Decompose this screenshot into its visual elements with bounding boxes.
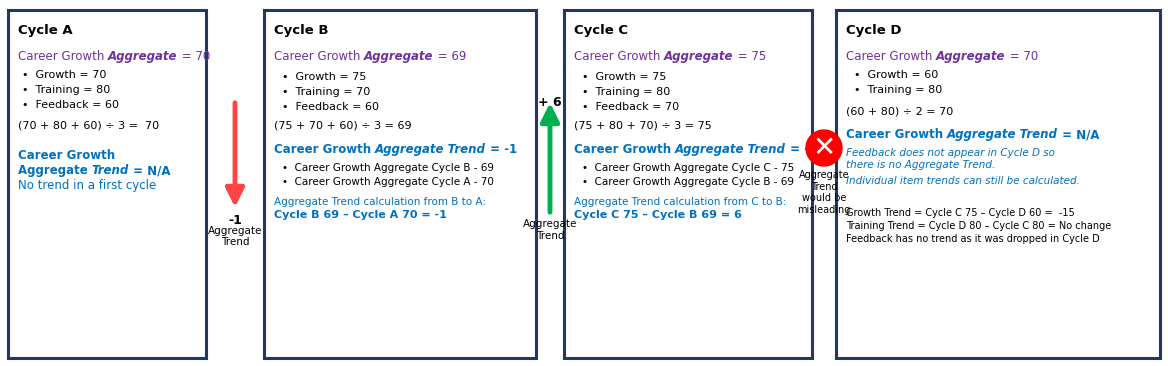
Text: •  Feedback = 60: • Feedback = 60 bbox=[22, 100, 119, 110]
Text: Cycle B 69 – Cycle A 70 = -1: Cycle B 69 – Cycle A 70 = -1 bbox=[274, 210, 447, 220]
Text: (75 + 70 + 60) ÷ 3 = 69: (75 + 70 + 60) ÷ 3 = 69 bbox=[274, 121, 411, 131]
Text: Aggregate Trend: Aggregate Trend bbox=[675, 143, 786, 156]
Text: = -1: = -1 bbox=[486, 143, 517, 156]
Text: •  Feedback = 70: • Feedback = 70 bbox=[582, 102, 679, 112]
Text: Feedback has no trend as it was dropped in Cycle D: Feedback has no trend as it was dropped … bbox=[846, 234, 1100, 244]
Text: Cycle D: Cycle D bbox=[846, 24, 902, 37]
Text: No trend in a first cycle: No trend in a first cycle bbox=[18, 179, 157, 192]
Text: Career Growth: Career Growth bbox=[573, 50, 665, 63]
Text: Career Growth: Career Growth bbox=[846, 128, 947, 141]
Text: + 6: + 6 bbox=[538, 96, 562, 109]
Text: Aggregate Trend: Aggregate Trend bbox=[375, 143, 486, 156]
Text: Career Growth: Career Growth bbox=[18, 149, 116, 162]
Text: Career Growth: Career Growth bbox=[573, 143, 675, 156]
Text: = -1: = -1 bbox=[786, 143, 818, 156]
Text: •  Training = 80: • Training = 80 bbox=[22, 85, 110, 95]
Text: •  Growth = 75: • Growth = 75 bbox=[281, 72, 367, 82]
Text: Career Growth: Career Growth bbox=[846, 50, 936, 63]
Text: •  Feedback = 60: • Feedback = 60 bbox=[281, 102, 378, 112]
Text: Feedback does not appear in Cycle D so
there is no Aggregate Trend.: Feedback does not appear in Cycle D so t… bbox=[846, 148, 1055, 169]
Text: •  Growth = 60: • Growth = 60 bbox=[854, 70, 938, 80]
Text: = N/A: = N/A bbox=[1058, 128, 1099, 141]
Text: Aggregate: Aggregate bbox=[208, 226, 262, 236]
Text: •  Growth = 70: • Growth = 70 bbox=[22, 70, 106, 80]
Text: = 75: = 75 bbox=[734, 50, 766, 63]
Text: Trend: Trend bbox=[221, 237, 249, 247]
Text: •  Growth = 75: • Growth = 75 bbox=[582, 72, 667, 82]
Text: = 69: = 69 bbox=[433, 50, 466, 63]
Text: Career Growth: Career Growth bbox=[18, 50, 109, 63]
Text: •  Career Growth Aggregate Cycle B - 69: • Career Growth Aggregate Cycle B - 69 bbox=[582, 177, 794, 187]
Text: Aggregate: Aggregate bbox=[18, 164, 92, 177]
Text: Individual item trends can still be calculated.: Individual item trends can still be calc… bbox=[846, 176, 1080, 186]
Text: Aggregate
Trend: Aggregate Trend bbox=[523, 219, 577, 240]
Text: (60 + 80) ÷ 2 = 70: (60 + 80) ÷ 2 = 70 bbox=[846, 106, 953, 116]
FancyBboxPatch shape bbox=[564, 10, 812, 358]
Text: Growth Trend = Cycle C 75 – Cycle D 60 =  -15: Growth Trend = Cycle C 75 – Cycle D 60 =… bbox=[846, 208, 1075, 218]
Text: Trend: Trend bbox=[92, 164, 130, 177]
Text: •  Career Growth Aggregate Cycle B - 69: • Career Growth Aggregate Cycle B - 69 bbox=[281, 163, 494, 173]
Text: Aggregate Trend calculation from B to A:: Aggregate Trend calculation from B to A: bbox=[274, 197, 486, 207]
Circle shape bbox=[806, 130, 842, 166]
Text: •  Career Growth Aggregate Cycle C - 75: • Career Growth Aggregate Cycle C - 75 bbox=[582, 163, 794, 173]
Text: Career Growth: Career Growth bbox=[274, 143, 375, 156]
FancyBboxPatch shape bbox=[836, 10, 1160, 358]
FancyBboxPatch shape bbox=[8, 10, 206, 358]
Text: Aggregate Trend calculation from C to B:: Aggregate Trend calculation from C to B: bbox=[573, 197, 786, 207]
Text: (70 + 80 + 60) ÷ 3 =  70: (70 + 80 + 60) ÷ 3 = 70 bbox=[18, 121, 159, 131]
Text: Cycle C: Cycle C bbox=[573, 24, 628, 37]
Text: Career Growth: Career Growth bbox=[274, 50, 364, 63]
Text: = 70: = 70 bbox=[178, 50, 210, 63]
Text: •  Training = 80: • Training = 80 bbox=[582, 87, 670, 97]
Text: Cycle B: Cycle B bbox=[274, 24, 328, 37]
Text: = N/A: = N/A bbox=[130, 164, 171, 177]
Text: Cycle C 75 – Cycle B 69 = 6: Cycle C 75 – Cycle B 69 = 6 bbox=[573, 210, 742, 220]
Text: -1: -1 bbox=[228, 214, 242, 227]
Text: •  Training = 80: • Training = 80 bbox=[854, 85, 943, 95]
Text: •  Career Growth Aggregate Cycle A - 70: • Career Growth Aggregate Cycle A - 70 bbox=[281, 177, 494, 187]
Text: Aggregate: Aggregate bbox=[665, 50, 734, 63]
Text: Training Trend = Cycle D 80 – Cycle C 80 = No change: Training Trend = Cycle D 80 – Cycle C 80… bbox=[846, 221, 1111, 231]
Text: Aggregate Trend: Aggregate Trend bbox=[947, 128, 1058, 141]
FancyBboxPatch shape bbox=[264, 10, 536, 358]
Text: Aggregate: Aggregate bbox=[364, 50, 433, 63]
Text: Aggregate: Aggregate bbox=[109, 50, 178, 63]
Text: ✕: ✕ bbox=[813, 134, 835, 162]
Text: Cycle A: Cycle A bbox=[18, 24, 72, 37]
Text: •  Training = 70: • Training = 70 bbox=[281, 87, 370, 97]
Text: (75 + 80 + 70) ÷ 3 = 75: (75 + 80 + 70) ÷ 3 = 75 bbox=[573, 121, 711, 131]
Text: = 70: = 70 bbox=[1006, 50, 1038, 63]
Text: Aggregate: Aggregate bbox=[936, 50, 1006, 63]
Text: Aggregate
Trend
would be
misleading: Aggregate Trend would be misleading bbox=[798, 170, 850, 215]
